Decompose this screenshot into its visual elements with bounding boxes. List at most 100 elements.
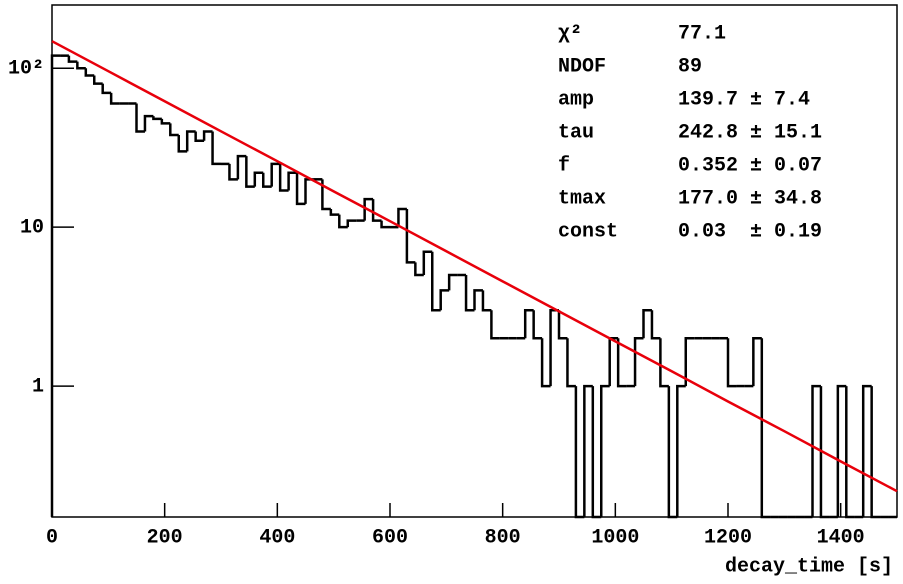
x-tick-label: 600	[372, 526, 408, 549]
histogram-bin	[278, 163, 289, 192]
stat-label: tau	[558, 121, 594, 144]
histogram-bin	[811, 384, 821, 517]
x-tick-label: 0	[46, 526, 58, 549]
histogram-bin	[405, 209, 416, 264]
histogram-bin	[397, 207, 407, 228]
histogram-bin	[84, 68, 95, 77]
histogram-bin	[295, 172, 306, 206]
histogram-bin	[262, 172, 272, 188]
histogram-bin	[490, 310, 500, 340]
stat-value: 177.0 ± 34.8	[678, 187, 822, 210]
histogram-bin	[616, 338, 627, 388]
histogram-bin	[228, 163, 238, 181]
histogram-bin	[245, 156, 255, 188]
histogram-bin	[481, 290, 492, 312]
stat-label: NDOF	[558, 55, 606, 78]
histogram-bin	[371, 199, 382, 222]
stat-value: 77.1	[678, 22, 726, 45]
histogram-bin	[870, 386, 881, 519]
histogram-bin	[363, 197, 374, 221]
histogram-bin	[574, 386, 585, 519]
stat-label: f	[558, 154, 570, 177]
histogram-bin	[650, 310, 661, 340]
histogram-bin	[304, 178, 314, 204]
histogram-bin	[473, 289, 483, 311]
histogram-bin	[287, 171, 298, 191]
histogram-bin	[152, 116, 162, 121]
histogram-bin	[566, 338, 576, 388]
histogram-bin	[861, 384, 872, 517]
histogram-bin	[101, 83, 112, 95]
plot-frame	[51, 4, 898, 518]
stat-label: tmax	[558, 187, 606, 210]
histogram-bin	[676, 384, 686, 517]
histogram-bin	[439, 289, 450, 311]
histogram-bin	[684, 336, 695, 387]
histogram-bin	[447, 273, 458, 291]
x-tick-label: 1400	[817, 526, 865, 549]
histogram-bin	[642, 308, 652, 339]
x-tick-label: 400	[259, 526, 295, 549]
stat-value: 0.352 ± 0.07	[678, 154, 822, 177]
histogram-bin	[422, 250, 433, 275]
histogram-bin	[109, 92, 120, 105]
histogram-bin	[50, 54, 61, 517]
histogram-bin	[338, 214, 348, 229]
histogram-bin	[591, 386, 602, 519]
histogram-bin	[659, 338, 669, 388]
fit-line	[51, 40, 898, 493]
histogram-bin	[202, 130, 213, 141]
histogram-bin	[414, 262, 424, 277]
stat-value: 242.8 ± 15.1	[678, 121, 822, 144]
histogram-bin	[76, 61, 86, 70]
histogram-bin	[211, 131, 221, 166]
histogram-bin	[177, 135, 188, 153]
histogram-bin	[760, 338, 771, 519]
histogram-bin	[836, 384, 847, 517]
stat-value: 0.03 ± 0.19	[678, 220, 822, 243]
histogram-bin	[160, 118, 171, 125]
histogram-bin	[726, 338, 737, 388]
histogram-bin	[523, 308, 534, 339]
stat-value: 89	[678, 55, 702, 78]
y-tick-label: 10	[20, 216, 44, 239]
stat-label: amp	[558, 88, 594, 111]
histogram-bin	[667, 386, 678, 519]
histogram-bin	[321, 179, 331, 211]
histogram-bin	[93, 75, 103, 85]
histogram-bin	[845, 386, 855, 519]
x-tick-label: 200	[147, 526, 183, 549]
histogram-bin	[540, 338, 551, 388]
histogram-bin	[431, 251, 441, 312]
histogram-bin	[143, 114, 154, 132]
histogram-bin	[819, 386, 830, 519]
stat-label: const	[558, 220, 618, 243]
histogram-bin	[169, 123, 179, 137]
histogram-bin	[600, 384, 610, 517]
histogram-bin	[464, 274, 475, 312]
histogram-bin	[608, 336, 619, 387]
histogram-bin	[253, 171, 264, 187]
histogram-bin	[194, 131, 205, 142]
histogram-bin	[135, 103, 145, 133]
histogram-bin	[67, 55, 78, 63]
y-tick-label: 10²	[8, 58, 44, 81]
histogram-bin	[270, 162, 281, 187]
histogram-bin	[549, 308, 559, 387]
histogram-bin	[633, 336, 644, 387]
histogram-bin	[752, 336, 762, 387]
histogram-bin	[583, 384, 593, 517]
histogram-bin	[557, 310, 568, 340]
histogram-bin	[329, 209, 340, 216]
histogram-bin	[532, 310, 543, 340]
x-tick-label: 1000	[591, 526, 639, 549]
x-tick-label: 1200	[704, 526, 752, 549]
stat-label: χ²	[558, 22, 582, 45]
stat-value: 139.7 ± 7.4	[678, 88, 810, 111]
x-axis-label: decay_time [s]	[725, 555, 893, 578]
x-tick-label: 800	[485, 526, 521, 549]
histogram-bin	[185, 130, 196, 152]
histogram-bin	[380, 220, 390, 229]
histogram-bin	[346, 219, 357, 228]
